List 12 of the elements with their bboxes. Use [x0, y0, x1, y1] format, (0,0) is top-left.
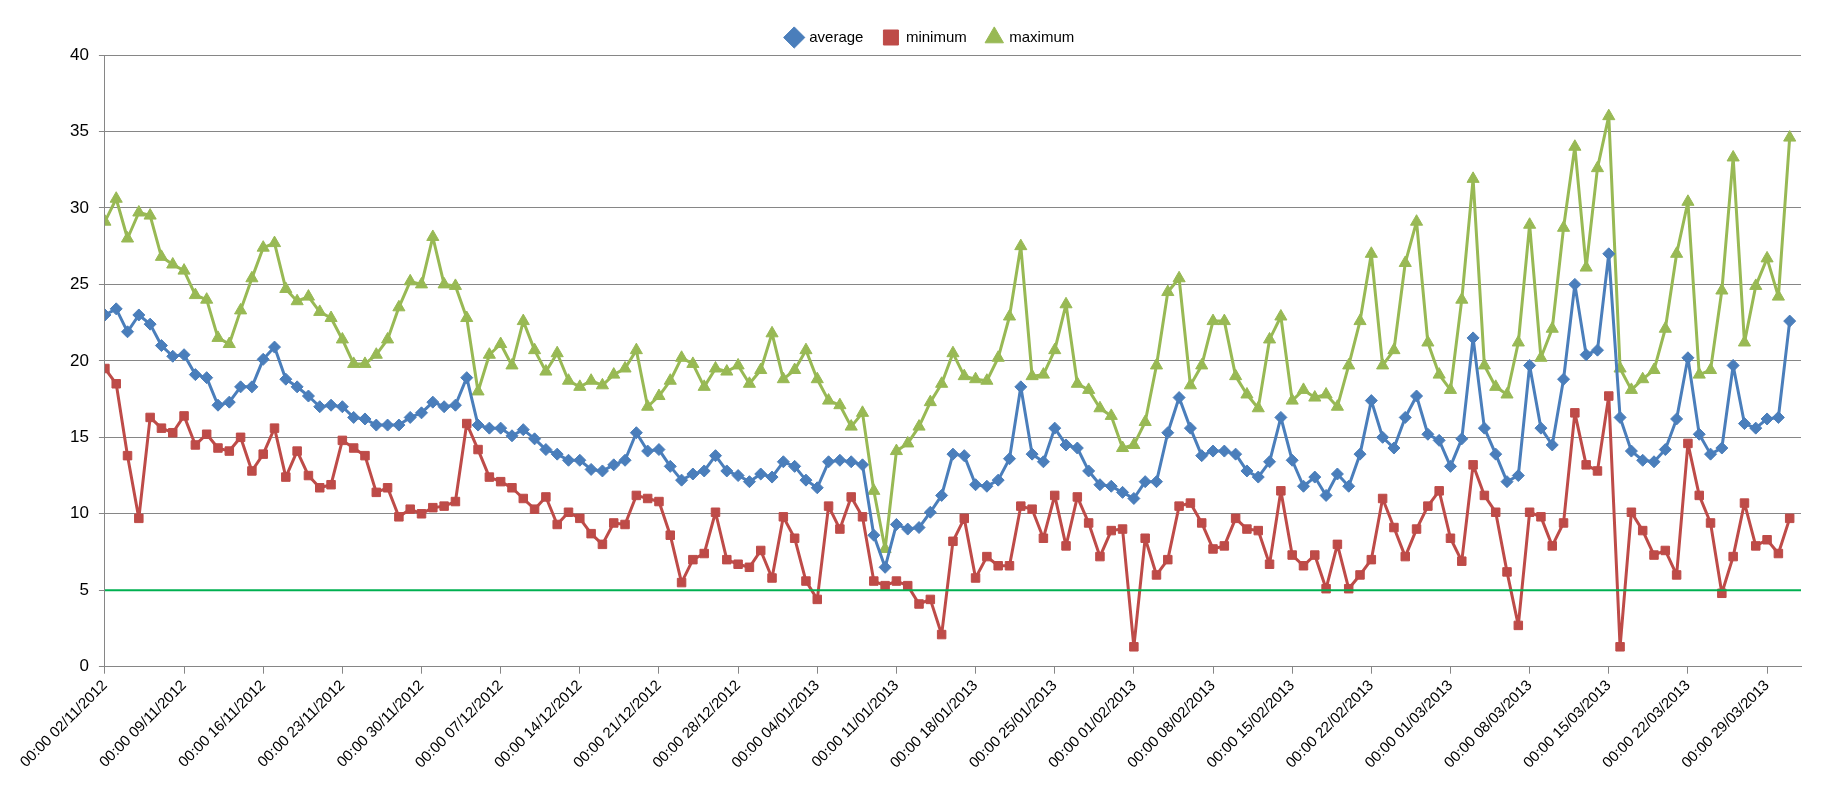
y-tick-label: 15: [69, 427, 89, 446]
y-tick-label: 40: [69, 44, 89, 64]
y-tick-label: 0: [79, 656, 89, 676]
legend-label: maximum: [1009, 27, 1075, 45]
legend-label: average: [809, 27, 864, 45]
y-tick-label: 30: [69, 197, 89, 217]
y-tick-label: 35: [69, 121, 89, 141]
y-tick-label: 10: [69, 503, 89, 523]
y-tick-label: 25: [69, 274, 89, 294]
y-tick-label: 20: [69, 350, 89, 370]
legend-label: minimum: [905, 27, 967, 45]
y-tick-label: 5: [79, 579, 89, 599]
